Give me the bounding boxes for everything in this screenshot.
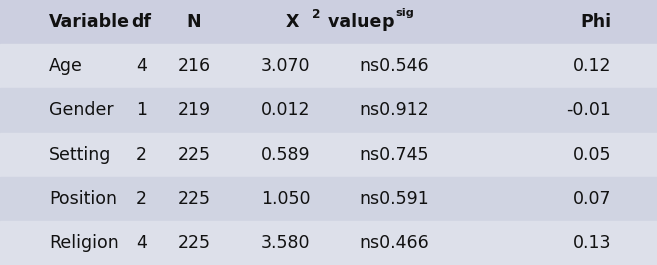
Text: sig: sig	[396, 8, 415, 18]
Text: 225: 225	[177, 234, 210, 252]
Bar	[0, 177, 657, 221]
Text: Religion: Religion	[49, 234, 119, 252]
Text: 216: 216	[177, 57, 210, 75]
Text: 225: 225	[177, 145, 210, 164]
Text: Variable: Variable	[49, 13, 130, 31]
Text: 1.050: 1.050	[261, 190, 311, 208]
Text: Gender: Gender	[49, 101, 114, 120]
Text: 0.589: 0.589	[261, 145, 311, 164]
Text: 219: 219	[177, 101, 210, 120]
Text: 2: 2	[136, 190, 147, 208]
Text: X: X	[286, 13, 299, 31]
Text: Age: Age	[49, 57, 83, 75]
Text: p: p	[382, 13, 394, 31]
Text: 4: 4	[136, 57, 147, 75]
Bar	[0, 0, 657, 44]
Text: Phi: Phi	[580, 13, 611, 31]
Bar	[0, 44, 657, 88]
Text: -0.01: -0.01	[566, 101, 611, 120]
Text: 4: 4	[136, 234, 147, 252]
Bar	[0, 221, 657, 265]
Text: 2: 2	[312, 8, 321, 21]
Text: 0.05: 0.05	[572, 145, 611, 164]
Text: ns0.591: ns0.591	[359, 190, 429, 208]
Text: ns0.912: ns0.912	[359, 101, 429, 120]
Text: 2: 2	[136, 145, 147, 164]
Bar	[0, 88, 657, 132]
Text: 0.07: 0.07	[572, 190, 611, 208]
Text: 3.580: 3.580	[261, 234, 311, 252]
Text: ns0.546: ns0.546	[359, 57, 429, 75]
Text: 0.13: 0.13	[572, 234, 611, 252]
Text: Setting: Setting	[49, 145, 112, 164]
Text: value: value	[322, 13, 381, 31]
Text: 0.12: 0.12	[572, 57, 611, 75]
Bar	[0, 132, 657, 177]
Text: 0.012: 0.012	[261, 101, 311, 120]
Text: N: N	[187, 13, 201, 31]
Text: ns0.466: ns0.466	[359, 234, 429, 252]
Text: 1: 1	[136, 101, 147, 120]
Text: 225: 225	[177, 190, 210, 208]
Text: Position: Position	[49, 190, 118, 208]
Text: df: df	[131, 13, 151, 31]
Text: 3.070: 3.070	[261, 57, 311, 75]
Text: ns0.745: ns0.745	[359, 145, 429, 164]
